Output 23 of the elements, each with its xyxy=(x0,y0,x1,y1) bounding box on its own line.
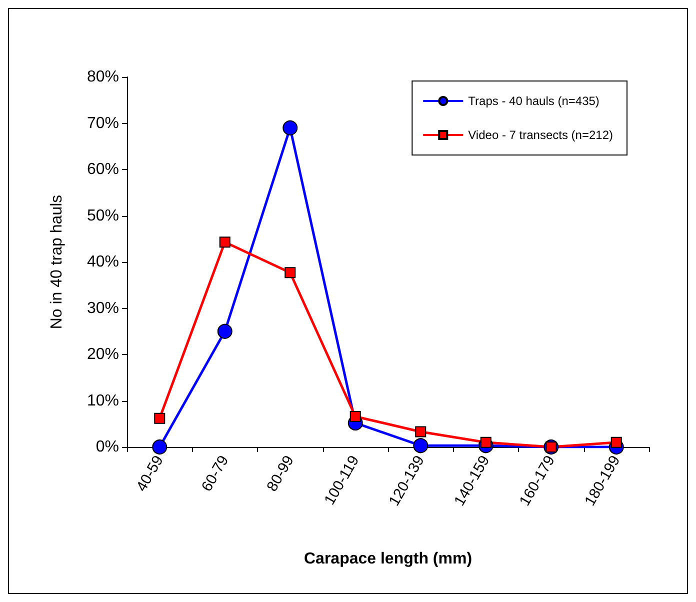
point xyxy=(415,426,426,438)
y-axis-title: No in 40 trap hauls xyxy=(48,194,66,330)
legend-label: Traps - 40 hauls (n=435) xyxy=(468,94,600,108)
y-tick-label: 60% xyxy=(86,161,119,178)
y-tick-label: 20% xyxy=(86,346,119,363)
point xyxy=(282,120,298,136)
y-tick-label: 70% xyxy=(86,114,119,132)
y-tick-label: 0% xyxy=(96,438,119,456)
point xyxy=(350,410,361,422)
y-tick-label: 40% xyxy=(86,254,119,270)
y-tick-label: 50% xyxy=(86,207,119,224)
point xyxy=(284,267,296,278)
x-axis-title: Carapace length (mm) xyxy=(304,550,472,568)
y-tick-label: 80% xyxy=(86,68,119,86)
point xyxy=(610,436,622,448)
point xyxy=(217,324,232,339)
y-tick-label: 30% xyxy=(86,300,119,317)
point xyxy=(152,440,168,454)
point xyxy=(154,412,166,424)
point xyxy=(413,438,428,454)
legend-label: Video - 7 transects (n=212) xyxy=(468,128,614,142)
point xyxy=(219,236,230,248)
y-tick-label: 10% xyxy=(86,392,119,410)
